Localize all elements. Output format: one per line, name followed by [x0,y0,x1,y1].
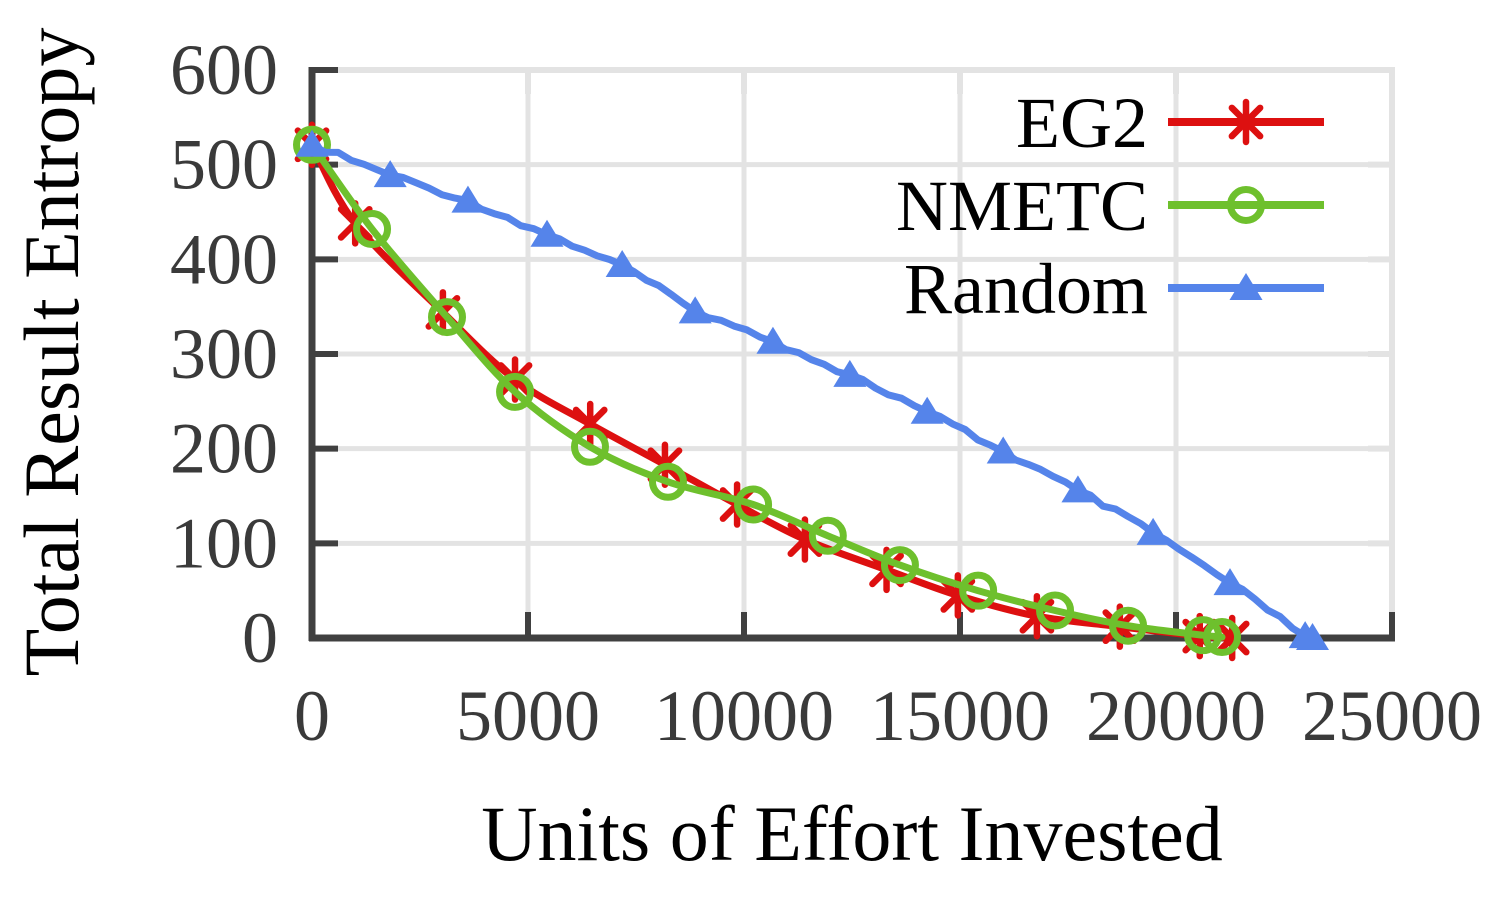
series-marker-random [530,219,564,247]
series-marker-nmetc [880,546,919,585]
series-line-nmetc [308,141,1226,641]
series-marker-random [1213,568,1247,596]
series-marker-nmetc [959,571,998,610]
legend-marker-random [1229,273,1263,300]
x-tick-label: 0 [294,676,330,756]
series-marker-nmetc [496,372,535,411]
series-marker-nmetc [353,210,392,249]
series-marker-random [1296,623,1330,650]
y-tick-label: 400 [170,219,278,299]
star-spoke [1214,620,1250,656]
x-tick-label: 15000 [870,676,1050,756]
x-axis-title: Units of Effort Invested [481,790,1223,877]
series-marker-nmetc [570,427,609,466]
series-marker-random [1061,475,1095,503]
y-tick-label: 200 [170,409,278,489]
legend-label-eg2: EG2 [1016,83,1148,163]
x-tick-label: 10000 [654,676,834,756]
series-marker-nmetc [1184,616,1222,655]
y-tick-label: 500 [170,125,278,205]
y-axis-title: Total Result Entropy [8,28,95,677]
series-marker-random [678,296,712,324]
star-spoke [1228,104,1264,140]
legend-entry-nmetc: NMETC [896,166,1324,246]
y-tick-label: 600 [170,30,278,110]
legend-entry-eg2: EG2 [1016,83,1324,163]
series-marker-nmetc [648,462,687,501]
x-tick-label: 25000 [1302,676,1482,756]
series-marker-random [373,160,407,188]
x-tick-label: 5000 [456,676,600,756]
series-marker-random [295,129,329,157]
series-marker-nmetc [1036,591,1075,630]
x-tick-label: 20000 [1086,676,1266,756]
plot-generated-layer: 0 100 200 300 400 500 600 0 5000 10000 15000 20000 2… [170,30,1482,756]
y-tick-label: 300 [170,314,278,394]
series-line-random [308,141,1316,642]
series-marker-random [833,359,867,387]
series-marker-random [605,250,639,278]
legend-marker-eg2 [1228,98,1264,146]
y-tick-label: 100 [170,503,278,583]
legend-marker-nmetc [1227,186,1265,224]
series-marker-random [986,436,1020,464]
series-marker-random [910,396,944,424]
series-marker-random [1136,517,1170,545]
series-marker-nmetc [734,485,773,524]
legend-entry-random: Random [904,249,1324,329]
series-marker-nmetc [1203,618,1242,657]
y-tick-label: 0 [242,598,278,678]
legend-label-nmetc: NMETC [896,166,1148,246]
series-marker-random [451,185,485,213]
series-marker-nmetc [293,125,331,164]
series-marker-nmetc [1109,606,1148,645]
series-marker-nmetc [808,516,847,555]
legend-label-random: Random [904,249,1148,329]
series-marker-random [756,326,790,354]
series-marker-nmetc [428,298,466,337]
